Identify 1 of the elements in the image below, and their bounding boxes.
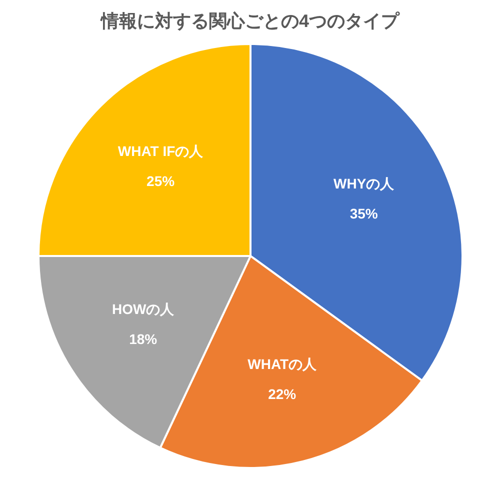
title: 情報に対する関心ごとの4つのタイプ — [101, 11, 399, 31]
